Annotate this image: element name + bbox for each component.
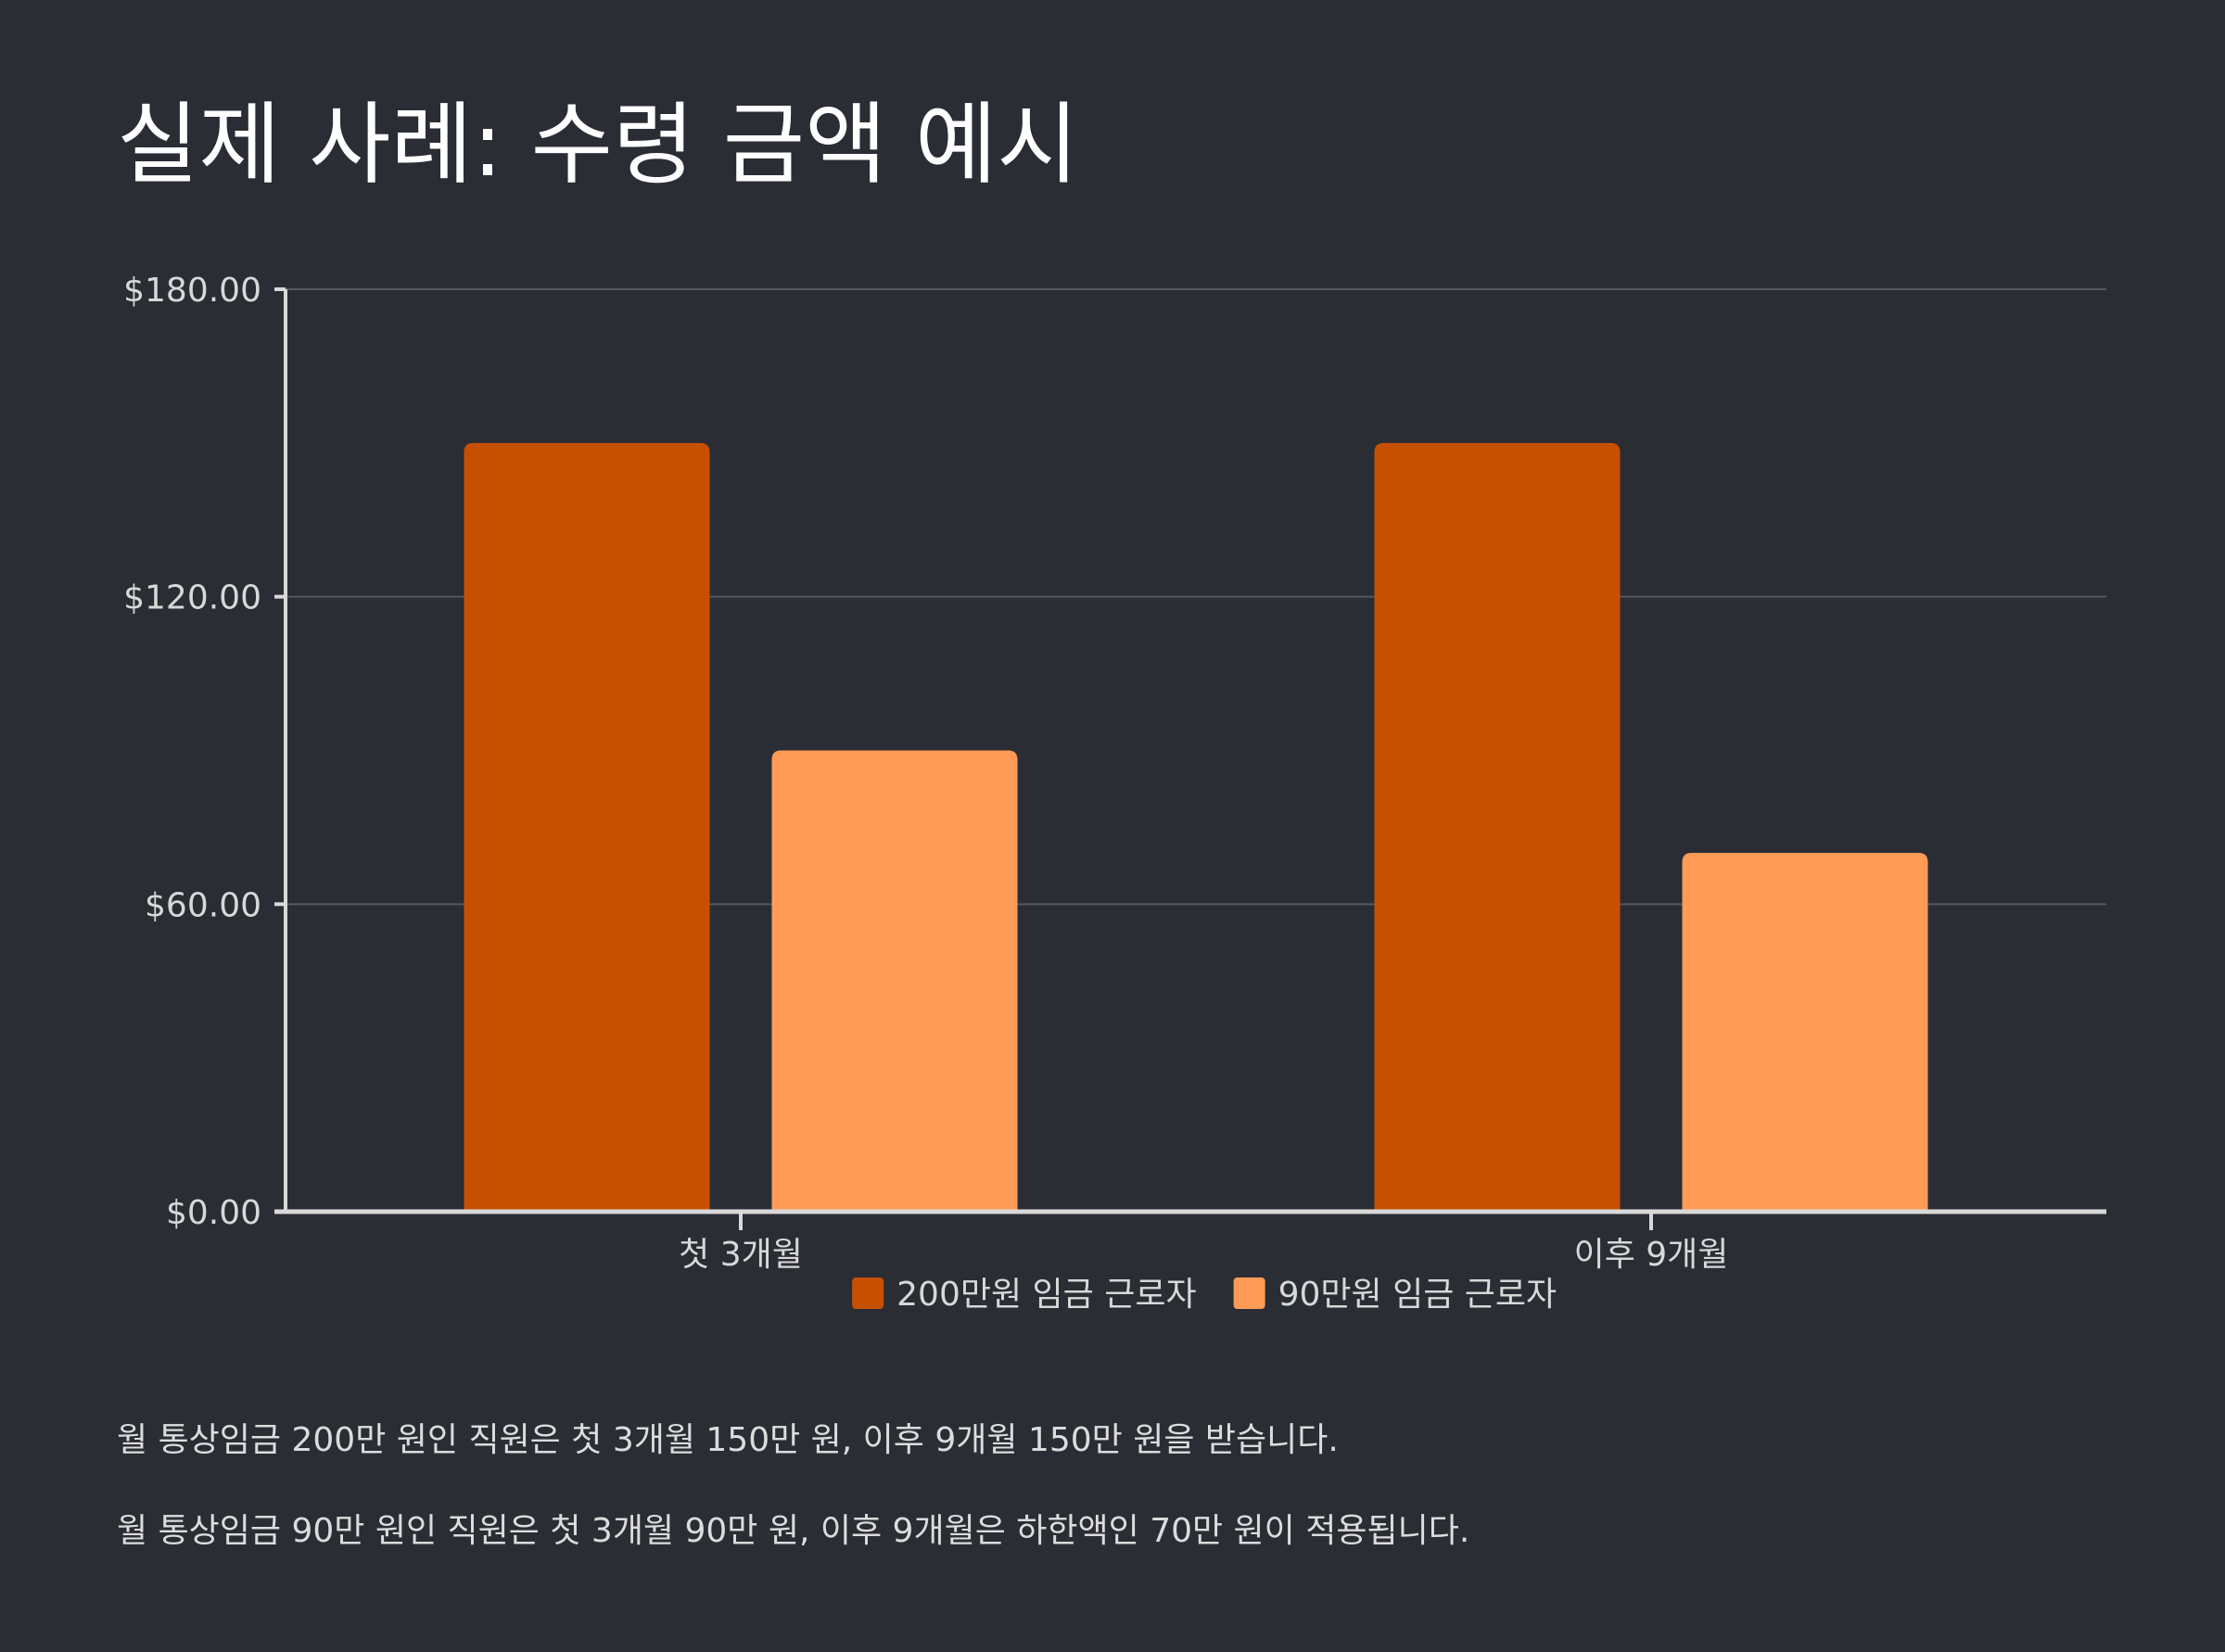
note-line-1: 월 통상임금 200만 원인 직원은 첫 3개월 150만 원, 이후 9개월 …: [117, 1421, 1339, 1459]
bar-1-1: [464, 442, 710, 1212]
y-tick-label: $60.00: [145, 886, 261, 924]
x-tick-label: 이후 9개월: [1574, 1236, 1729, 1274]
page-title: 실제 사례: 수령 금액 예시: [117, 93, 1079, 197]
legend-label-2: 90만원 임금 근로자: [1278, 1276, 1558, 1314]
y-tick-label: $180.00: [123, 272, 261, 310]
axes: $0.00 $60.00 $120.00 $180.00 첫 3개월 이후 9개월: [123, 272, 2106, 1274]
x-tick-label: 첫 3개월: [679, 1236, 803, 1274]
bar-2-2: [1682, 853, 1928, 1212]
legend-swatch-2: [1233, 1277, 1265, 1309]
y-tick-label: $0.00: [166, 1194, 261, 1232]
bar-2-1: [771, 750, 1018, 1212]
legend-swatch-1: [852, 1277, 884, 1309]
y-tick-label: $120.00: [123, 579, 261, 617]
legend: 200만원 임금 근로자 90만원 임금 근로자: [852, 1276, 1557, 1314]
bar-1-2: [1374, 442, 1621, 1212]
note-line-2: 월 통상임금 90만 원인 직원은 첫 3개월 90만 원, 이후 9개월은 하…: [117, 1512, 1470, 1550]
bars: [464, 442, 1928, 1212]
legend-label-1: 200만원 임금 근로자: [896, 1276, 1196, 1314]
